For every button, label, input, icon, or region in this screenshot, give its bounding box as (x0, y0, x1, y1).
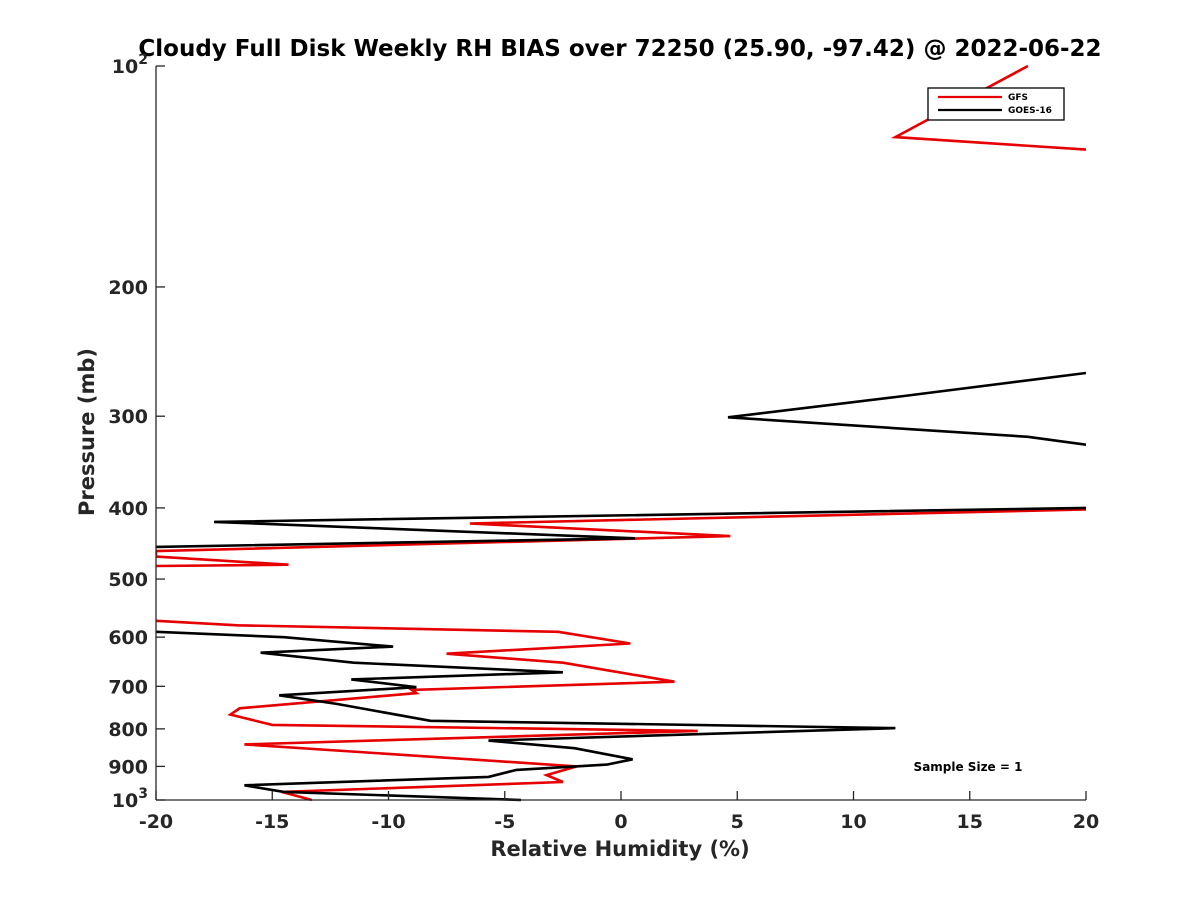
y-axis-label: Pressure (mb) (75, 348, 99, 516)
series-line-goes-16 (156, 371, 1086, 802)
x-tick-label: 20 (1073, 811, 1099, 833)
x-tick-label: -15 (255, 811, 289, 833)
legend-box (927, 87, 1065, 121)
x-tick-label: -5 (494, 811, 515, 833)
x-axis-label: Relative Humidity (%) (490, 837, 749, 861)
y-tick-label: 400 (108, 498, 148, 520)
y-tick-label: 300 (108, 406, 148, 428)
x-tick-label: 5 (731, 811, 744, 833)
y-tick-label: 103 (112, 786, 148, 812)
x-axis-ticks: -20 -15 -10 -5 0 5 10 15 20 (139, 791, 1099, 833)
x-tick-label: 15 (957, 811, 983, 833)
y-tick-label: 800 (108, 719, 148, 741)
x-tick-label: 10 (840, 811, 866, 833)
x-tick-label: -20 (139, 811, 173, 833)
x-tick-label: 0 (614, 811, 627, 833)
y-tick-label: 102 (112, 52, 148, 78)
y-tick-label: 900 (108, 756, 148, 778)
chart-title: Cloudy Full Disk Weekly RH BIAS over 722… (138, 36, 1101, 62)
plot-background (156, 66, 1086, 800)
y-tick-label: 500 (108, 569, 148, 591)
y-tick-label: 600 (108, 627, 148, 649)
x-tick-label: -10 (371, 811, 405, 833)
legend-label-goes-16: GOES-16 (1008, 106, 1052, 116)
y-tick-label: 700 (108, 676, 148, 698)
y-tick-label: 200 (108, 277, 148, 299)
legend-label-gfs: GFS (1008, 93, 1028, 103)
plot-area (156, 66, 1086, 800)
sample-size-annotation: Sample Size = 1 (914, 760, 1023, 774)
legend: GFS GOES-16 (927, 87, 1065, 121)
y-axis-ticks: 102 200 300 400 500 600 700 800 900 103 (108, 52, 165, 812)
